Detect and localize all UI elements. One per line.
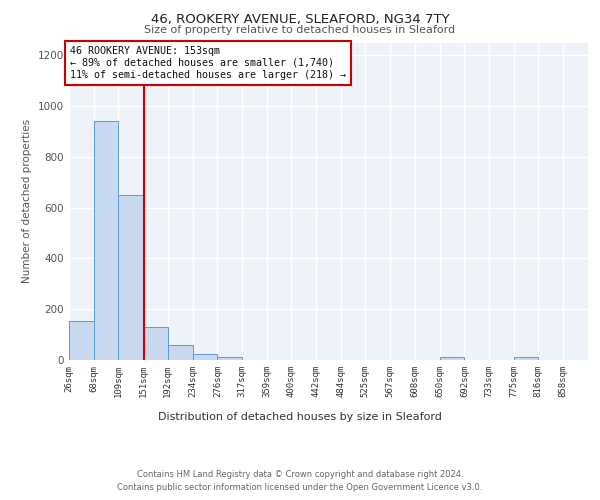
Y-axis label: Number of detached properties: Number of detached properties <box>22 119 32 284</box>
Bar <box>193 354 217 360</box>
Bar <box>118 195 143 360</box>
Bar <box>440 358 464 360</box>
Text: Size of property relative to detached houses in Sleaford: Size of property relative to detached ho… <box>145 25 455 35</box>
Bar <box>217 357 242 360</box>
Text: Distribution of detached houses by size in Sleaford: Distribution of detached houses by size … <box>158 412 442 422</box>
Text: 46 ROOKERY AVENUE: 153sqm
← 89% of detached houses are smaller (1,740)
11% of se: 46 ROOKERY AVENUE: 153sqm ← 89% of detac… <box>70 46 346 80</box>
Bar <box>514 358 538 360</box>
Bar <box>167 345 193 360</box>
Bar <box>94 121 118 360</box>
Text: 46, ROOKERY AVENUE, SLEAFORD, NG34 7TY: 46, ROOKERY AVENUE, SLEAFORD, NG34 7TY <box>151 12 449 26</box>
Text: Contains public sector information licensed under the Open Government Licence v3: Contains public sector information licen… <box>118 482 482 492</box>
Bar <box>69 320 94 360</box>
Bar <box>143 327 167 360</box>
Text: Contains HM Land Registry data © Crown copyright and database right 2024.: Contains HM Land Registry data © Crown c… <box>137 470 463 479</box>
